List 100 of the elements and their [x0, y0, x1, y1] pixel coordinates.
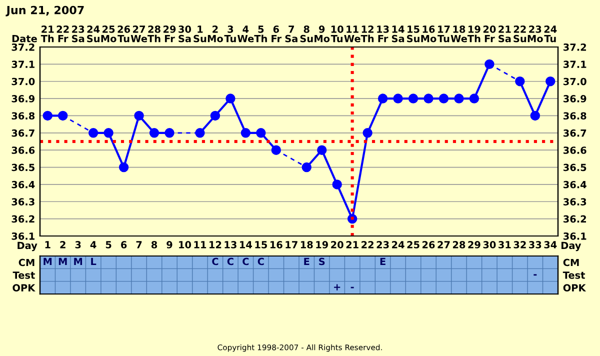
- text: 21 Sa: [498, 26, 511, 42]
- x-tick-label: 7: [136, 241, 142, 248]
- y2-tick-label: 36.4: [564, 180, 586, 188]
- text: 6 Fr: [272, 26, 282, 42]
- text: 18 We: [450, 26, 467, 42]
- text: 21 Th: [40, 26, 54, 42]
- text: 8 Su: [300, 26, 313, 42]
- point: [118, 162, 129, 172]
- text: C: [227, 258, 234, 266]
- y-tick-label: Test: [12, 272, 35, 279]
- y-tick-label: 36.1: [12, 232, 34, 240]
- text: L: [91, 258, 96, 266]
- y-tick-label: CM: [18, 258, 34, 266]
- point: [195, 128, 205, 138]
- text: 22 Fr: [56, 26, 69, 42]
- y-tick-label: 36.6: [12, 146, 35, 154]
- point: [104, 128, 114, 138]
- point: [210, 110, 220, 121]
- x-tick-label: 34: [544, 241, 557, 248]
- x-tick-label: 16: [270, 241, 282, 248]
- point: [226, 94, 236, 104]
- y-tick-label: 36.8: [12, 112, 35, 120]
- y2-tick-label: 37.0: [564, 78, 586, 86]
- text: 2 Mo: [208, 26, 223, 42]
- point: [546, 76, 556, 86]
- x-tick-label: 22: [362, 241, 374, 248]
- text: +: [334, 284, 340, 290]
- text: 13 Fr: [377, 26, 389, 42]
- point: [88, 128, 98, 138]
- text: 24 Su: [87, 26, 100, 42]
- y2-tick-label: 37.1: [564, 60, 586, 68]
- point: [271, 145, 282, 155]
- text: 19 Th: [467, 26, 480, 42]
- text: M: [44, 258, 52, 266]
- text: E: [304, 258, 310, 266]
- point: [332, 180, 342, 190]
- text: Date: [12, 35, 37, 42]
- x-tick-label: 11: [194, 241, 206, 248]
- y-tick-label: 36.4: [12, 180, 35, 188]
- chart-title: Jun 21, 2007: [6, 6, 84, 16]
- x-tick-label: 10: [179, 241, 192, 248]
- y-tick-label: 36.5: [12, 164, 34, 172]
- x-tick-label: 25: [407, 241, 420, 248]
- x-tick-label: 5: [106, 241, 112, 248]
- text: M: [58, 258, 67, 266]
- x-tick-label: 17: [286, 241, 298, 248]
- y2-tick-label: 36.9: [564, 95, 586, 102]
- y2-tick-label: 36.8: [564, 112, 586, 120]
- y2-tick-label: 36.5: [564, 164, 586, 172]
- point: [58, 110, 68, 121]
- x-tick-label: 1: [45, 241, 50, 248]
- text: 12 Th: [360, 26, 374, 42]
- text: C: [258, 258, 264, 266]
- x-tick-label: 30: [483, 241, 496, 248]
- text: 5 Th: [254, 26, 267, 42]
- x-axis-title: Day: [18, 242, 38, 252]
- text: 25 Mo: [101, 26, 116, 42]
- point: [164, 128, 174, 138]
- x-tick-label: 18: [300, 241, 313, 248]
- text: 1 Su: [194, 26, 206, 42]
- x-tick-label: 2: [60, 241, 66, 248]
- x-tick-label: 31: [498, 241, 511, 248]
- x-tick-label: 6: [121, 241, 127, 248]
- text: C: [212, 258, 218, 266]
- y2-tick-label: 36.6: [564, 146, 586, 154]
- text: M: [74, 258, 82, 266]
- text: -: [350, 286, 354, 288]
- y2-tick-label: 36.1: [564, 232, 586, 240]
- y2-tick-label: Test: [562, 272, 586, 279]
- point: [302, 162, 312, 172]
- text: 28 Th: [148, 26, 160, 42]
- x-tick-label: 20: [331, 241, 344, 248]
- text: 4 We: [237, 26, 254, 42]
- x-tick-label: 4: [90, 241, 96, 248]
- text: 30 Sa: [178, 26, 192, 42]
- text: 9 Mo: [314, 26, 330, 42]
- y-tick-label: 36.3: [12, 198, 34, 206]
- x-tick-label: 27: [438, 241, 450, 248]
- point: [393, 94, 403, 104]
- point: [149, 128, 160, 138]
- text: 16 Mo: [421, 26, 436, 42]
- y2-tick-label: 36.7: [564, 129, 586, 137]
- y-tick-label: 37.1: [12, 60, 34, 68]
- x-tick-label: 8: [151, 241, 158, 248]
- point: [484, 59, 494, 70]
- text: 15 Su: [407, 26, 420, 42]
- text: 27 We: [130, 26, 148, 42]
- y-tick-label: OPK: [12, 284, 36, 292]
- text: 17 Tu: [438, 26, 450, 42]
- x-tick-label: 28: [452, 241, 466, 248]
- text: C: [242, 258, 249, 266]
- text: 23 Sa: [72, 26, 84, 42]
- text: -: [534, 274, 537, 276]
- point: [256, 128, 266, 138]
- y-tick-label: 36.7: [12, 129, 34, 137]
- x-tick-label: 32: [514, 241, 526, 248]
- text: 23 Mo: [528, 26, 543, 42]
- text: 11 We: [344, 26, 360, 42]
- x-tick-label: 9: [166, 241, 172, 248]
- point: [469, 94, 480, 104]
